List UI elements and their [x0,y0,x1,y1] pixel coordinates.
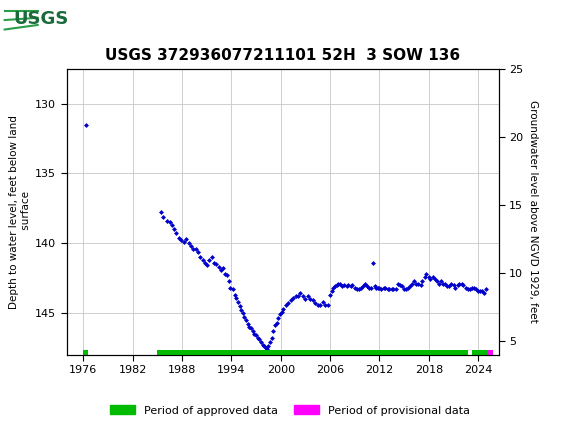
Legend: Period of approved data, Period of provisional data: Period of approved data, Period of provi… [106,401,474,420]
Y-axis label: Depth to water level, feet below land
 surface: Depth to water level, feet below land su… [9,115,31,309]
Text: USGS: USGS [13,10,68,28]
Title: USGS 372936077211101 52H  3 SOW 136: USGS 372936077211101 52H 3 SOW 136 [105,49,461,64]
Y-axis label: Groundwater level above NGVD 1929, feet: Groundwater level above NGVD 1929, feet [527,100,538,323]
FancyBboxPatch shape [3,3,78,35]
